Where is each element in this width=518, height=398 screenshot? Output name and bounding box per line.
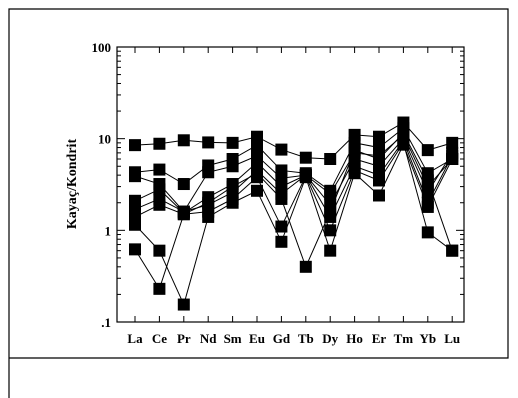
- data-point: [421, 226, 434, 239]
- y-tick-label: 100: [92, 40, 112, 55]
- x-tick-label: Ce: [152, 331, 167, 346]
- data-point: [202, 166, 215, 179]
- data-point: [324, 187, 337, 200]
- data-point: [446, 136, 459, 149]
- x-tick-label: Gd: [273, 331, 291, 346]
- x-tick-label: Nd: [200, 331, 217, 346]
- data-point: [153, 183, 166, 196]
- data-point: [129, 170, 141, 183]
- x-tick-label: Dy: [322, 331, 338, 346]
- data-point: [275, 235, 288, 248]
- data-point: [177, 208, 190, 221]
- series-markers: [129, 116, 459, 311]
- data-point: [373, 130, 385, 143]
- data-point: [177, 298, 190, 311]
- x-tick-label: Tm: [394, 331, 414, 346]
- series-line-6: [134, 141, 453, 252]
- data-point: [324, 224, 337, 237]
- plot-area: [116, 46, 465, 323]
- data-point: [299, 151, 312, 164]
- x-tick-label: Lu: [444, 331, 460, 346]
- data-point: [153, 282, 166, 295]
- data-point: [373, 153, 385, 166]
- data-point: [275, 192, 288, 205]
- x-tick-label: Yb: [419, 331, 436, 346]
- y-axis: 100 10 1 .1: [92, 40, 464, 330]
- data-point: [446, 153, 459, 166]
- x-tick-label: Er: [372, 331, 387, 346]
- data-point: [275, 220, 288, 233]
- data-point: [299, 171, 312, 184]
- data-point: [299, 260, 312, 273]
- data-point: [275, 143, 288, 156]
- data-point: [153, 198, 166, 211]
- data-point: [226, 196, 239, 209]
- y-axis-title: Kayaç/Kondrit: [65, 139, 80, 230]
- x-tick-label: Pr: [177, 331, 191, 346]
- data-point: [421, 200, 434, 213]
- data-point: [397, 138, 410, 151]
- data-point: [421, 144, 434, 157]
- data-point: [348, 144, 361, 157]
- data-point: [153, 163, 166, 176]
- x-tick-label: La: [127, 331, 143, 346]
- data-point: [177, 134, 190, 147]
- y-tick-label: 1: [105, 223, 112, 238]
- y-tick-label: 10: [98, 132, 111, 147]
- x-tick-label: Eu: [249, 331, 265, 346]
- figure-border: [8, 8, 509, 398]
- x-tick-label: Ho: [346, 331, 363, 346]
- data-point: [177, 178, 190, 191]
- y-tick-label: .1: [101, 315, 111, 330]
- plot-border: [116, 46, 465, 323]
- data-point: [324, 205, 337, 218]
- data-point: [251, 184, 263, 197]
- data-point: [348, 167, 361, 180]
- data-point: [226, 136, 239, 149]
- data-point: [324, 153, 337, 166]
- data-point: [202, 136, 215, 149]
- data-point: [202, 196, 215, 209]
- data-point: [251, 139, 263, 152]
- data-point: [129, 243, 141, 256]
- data-point: [226, 180, 239, 193]
- data-point: [421, 174, 434, 187]
- data-point: [446, 244, 459, 257]
- data-point: [153, 137, 166, 150]
- data-point: [373, 174, 385, 187]
- data-point: [153, 244, 166, 257]
- data-point: [129, 218, 141, 231]
- x-tick-label: Tb: [298, 331, 314, 346]
- data-point: [397, 127, 410, 140]
- data-point: [251, 167, 263, 180]
- data-point: [202, 210, 215, 223]
- data-point: [226, 160, 239, 173]
- data-point: [324, 244, 337, 257]
- x-tick-label: Sm: [224, 331, 242, 346]
- series-line-7: [134, 143, 453, 307]
- data-point: [129, 139, 141, 152]
- data-point: [373, 189, 385, 202]
- data-point: [421, 186, 434, 199]
- x-axis: La Ce Pr Nd Sm Eu Gd Tb Dy Ho Er Tm Yb Lu: [127, 47, 460, 346]
